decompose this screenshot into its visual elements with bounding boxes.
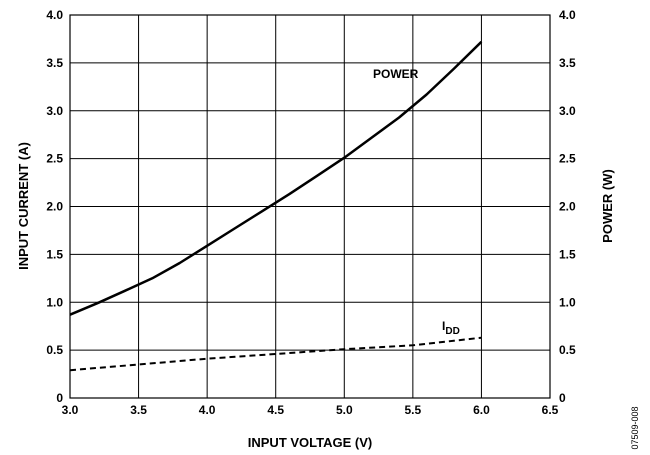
y-axis-title: INPUT CURRENT (A) — [16, 142, 31, 270]
y-tick-label: 4.0 — [46, 8, 63, 22]
y2-tick-label: 1.5 — [559, 247, 576, 261]
y-tick-label: 0 — [56, 391, 63, 405]
y2-tick-label: 0 — [559, 391, 566, 405]
y2-tick-label: 2.0 — [559, 200, 576, 214]
idd-series-line — [69, 336, 482, 372]
y-tick-label: 3.5 — [46, 56, 63, 70]
x-tick-label: 3.5 — [130, 403, 147, 417]
y2-tick-label: 0.5 — [559, 343, 576, 357]
y-tick-label: 0.5 — [46, 343, 63, 357]
idd-series-label: IDD — [442, 319, 460, 337]
tick-labels: 3.0 3.5 4.0 4.5 5.0 5.5 6.0 6.500.51.01.52.02.5… — [46, 8, 576, 417]
idd-series-label-main: I — [442, 319, 445, 333]
y2-tick-label: 3.5 — [559, 56, 576, 70]
x-tick-label: 5.0 — [336, 403, 353, 417]
y2-tick-label: 3.0 — [559, 104, 576, 118]
power-series-line — [69, 40, 483, 316]
y2-tick-label: 1.0 — [559, 295, 576, 309]
x-tick-label: 3.0 — [62, 403, 79, 417]
figure-id: 07509-008 — [630, 406, 640, 449]
y2-tick-label: 2.5 — [559, 152, 576, 166]
power-series-label: POWER — [373, 67, 419, 81]
y-tick-label: 1.0 — [46, 295, 63, 309]
plot-frame — [69, 14, 551, 399]
y-tick-label: 2.0 — [46, 200, 63, 214]
y2-axis-title: POWER (W) — [600, 169, 615, 243]
y2-tick-label: 4.0 — [559, 8, 576, 22]
grid-lines — [70, 15, 550, 398]
idd-series-label-subscript: DD — [445, 326, 459, 337]
x-tick-label: 5.5 — [405, 403, 422, 417]
x-tick-label: 6.0 — [473, 403, 490, 417]
x-tick-label: 4.0 — [199, 403, 216, 417]
x-tick-label: 4.5 — [267, 403, 284, 417]
y-tick-label: 3.0 — [46, 104, 63, 118]
x-tick-label: 6.5 — [542, 403, 559, 417]
y-tick-label: 2.5 — [46, 152, 63, 166]
x-axis-title: INPUT VOLTAGE (V) — [248, 435, 372, 450]
y-tick-label: 1.5 — [46, 247, 63, 261]
series-layer — [69, 40, 483, 372]
